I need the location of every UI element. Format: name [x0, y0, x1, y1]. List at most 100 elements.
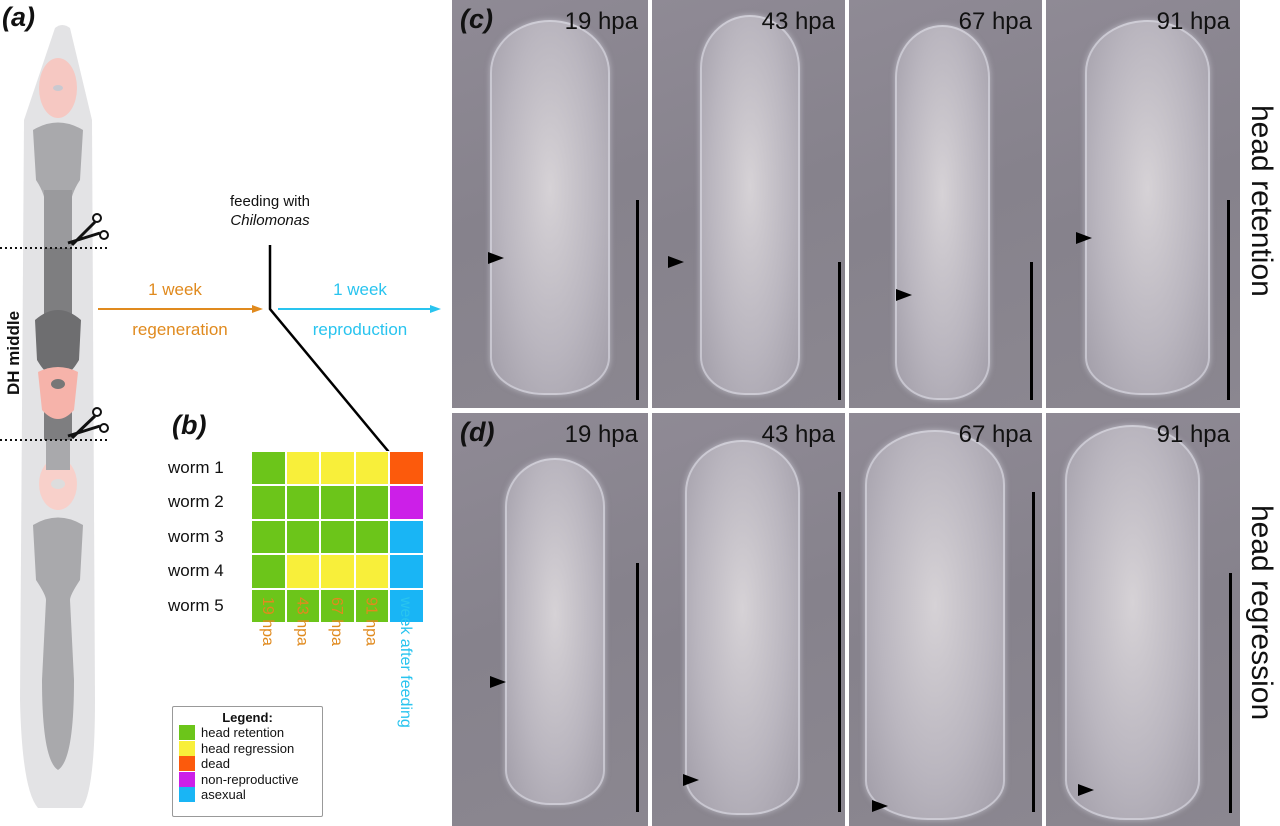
- legend: Legend: head retention head regression dea…: [172, 706, 323, 817]
- heatmap-cell: [354, 451, 389, 486]
- zooid-2-head: [38, 367, 78, 419]
- arrowhead-marker: [872, 800, 888, 812]
- legend-item: head regression: [179, 740, 316, 757]
- worm-image: [1065, 425, 1200, 820]
- scale-bar: [838, 492, 841, 812]
- feeding-organism: Chilomonas: [230, 212, 310, 229]
- panel-label-d: (d): [460, 417, 495, 447]
- regression-micrograph: 19 hpa: [452, 413, 648, 826]
- worm-image: [700, 15, 800, 395]
- worm-image: [685, 440, 800, 815]
- retention-micrograph: 19 hpa: [452, 0, 648, 408]
- row-label: worm 2: [168, 492, 224, 512]
- heatmap-cell: [251, 554, 286, 589]
- legend-label: non-reproductive: [201, 771, 299, 787]
- feeding-label: feeding with Chilomonas: [210, 192, 330, 230]
- column-label: 67 hpa: [328, 597, 345, 646]
- heatmap-cell: [354, 485, 389, 520]
- heatmap-cell: [285, 451, 320, 486]
- timepoint-label: 19 hpa: [564, 421, 638, 448]
- heatmap-cell: [389, 451, 424, 486]
- row-label: worm 4: [168, 561, 224, 581]
- scale-bar: [1227, 200, 1230, 400]
- legend-item: dead: [179, 756, 316, 772]
- row-label: worm 5: [168, 595, 224, 615]
- legend-swatch: [179, 725, 195, 741]
- regression-micrograph: 43 hpa: [652, 413, 845, 826]
- scale-bar: [1032, 492, 1035, 812]
- heatmap-cell: [251, 485, 286, 520]
- regen-duration: 1 week: [148, 280, 202, 299]
- scale-bar: [636, 563, 639, 812]
- column-label: 43 hpa: [293, 597, 311, 646]
- dh-middle-label: DH middle: [4, 310, 23, 395]
- feeding-label-line1: feeding with: [229, 193, 311, 210]
- panel-label-c: (c): [460, 4, 493, 34]
- timepoint-label: 43 hpa: [761, 8, 835, 35]
- heatmap-cell: [389, 485, 424, 520]
- heatmap-cell: [251, 588, 286, 623]
- heatmap-cell: [320, 554, 355, 589]
- legend-label: asexual: [201, 787, 246, 803]
- column-label: 19 hpa: [259, 597, 276, 646]
- worm-schematic: [0, 25, 441, 808]
- legend-swatch: [179, 756, 195, 772]
- legend-swatch: [179, 771, 195, 787]
- arrowhead-marker: [490, 676, 506, 688]
- heatmap-cell: [320, 485, 355, 520]
- arrowhead-marker: [896, 289, 912, 301]
- panel-label-b: (b): [172, 410, 207, 440]
- timepoint-label: 67 hpa: [958, 8, 1032, 35]
- row-label-head-retention: head retention: [1245, 105, 1278, 297]
- repro-label: reproduction: [312, 320, 408, 339]
- column-label: 91 hpa: [362, 597, 380, 646]
- heatmap-cell: [354, 554, 389, 589]
- heatmap-cell: [285, 588, 320, 623]
- timepoint-label: 67 hpa: [958, 421, 1032, 448]
- heatmap-cell: [320, 451, 355, 486]
- row-label: worm 1: [168, 458, 224, 477]
- regression-micrograph: 91 hpa: [1046, 413, 1240, 826]
- retention-micrograph: 43 hpa: [652, 0, 845, 408]
- heatmap-cell: [285, 519, 320, 555]
- heatmap-cell: [389, 554, 424, 589]
- heatmap-cell: [251, 451, 286, 486]
- heatmap-cell: [320, 519, 355, 555]
- legend-title: Legend:: [222, 710, 273, 725]
- heatmap-cell: [389, 519, 424, 555]
- column-label: week after feeding: [397, 597, 414, 728]
- legend-label: head retention: [201, 725, 285, 741]
- legend-label: head regression: [201, 740, 295, 756]
- legend-item: asexual: [179, 787, 316, 803]
- heatmap-cell: [354, 519, 389, 555]
- heatmap-cell: [285, 485, 320, 520]
- legend-swatch: [179, 787, 195, 803]
- heatmap-cell: [320, 588, 355, 623]
- scissors-icon-bottom: [67, 407, 109, 440]
- heatmap-cell: [285, 554, 320, 589]
- regression-micrograph: 67 hpa: [849, 413, 1042, 826]
- worm-image: [1085, 20, 1210, 395]
- heatmap-cell: [389, 588, 424, 623]
- repro-duration: 1 week: [333, 280, 387, 299]
- legend-swatch: [179, 740, 195, 756]
- worm-image: [490, 20, 610, 395]
- legend-item: non-reproductive: [179, 771, 316, 788]
- timepoint-label: 19 hpa: [564, 8, 638, 35]
- arrowhead-marker: [668, 256, 684, 268]
- arrowhead-marker: [488, 252, 504, 264]
- heatmap-cell: [354, 588, 389, 623]
- worm-image: [505, 458, 605, 805]
- heatmap-cell: [251, 519, 286, 555]
- regen-label: regeneration: [132, 320, 228, 339]
- panel-label-a: (a): [2, 2, 35, 32]
- legend-item: head retention: [179, 725, 316, 741]
- timepoint-label: 91 hpa: [1156, 8, 1230, 35]
- timepoint-label: 43 hpa: [761, 421, 835, 448]
- scale-bar: [1030, 262, 1033, 400]
- scale-bar: [1229, 573, 1232, 813]
- timepoint-label: 91 hpa: [1156, 421, 1230, 448]
- legend-label: dead: [201, 756, 230, 772]
- worm-image: [865, 430, 1005, 820]
- worm-image: [895, 25, 990, 400]
